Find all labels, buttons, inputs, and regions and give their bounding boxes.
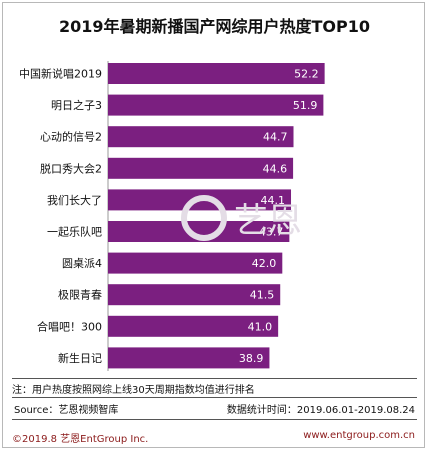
category-label: 合唱吧！300 bbox=[37, 319, 102, 333]
bar-value-label: 41.0 bbox=[248, 320, 273, 333]
chart-note: 注：用户热度按照网综上线30天周期指数均值进行排名 bbox=[12, 385, 255, 396]
chart-title: 2019年暑期新播国产网综用户热度TOP10 bbox=[58, 17, 371, 36]
website-link[interactable]: www.entgroup.com.cn bbox=[303, 430, 415, 441]
copyright-text: ©2019.8 艺恩EntGroup Inc. bbox=[12, 434, 149, 445]
category-label: 明日之子3 bbox=[51, 98, 102, 112]
bar-value-label: 44.6 bbox=[263, 162, 288, 175]
bar bbox=[108, 284, 281, 306]
category-label: 我们长大了 bbox=[47, 193, 102, 207]
bar bbox=[108, 347, 270, 369]
bar-value-label: 38.9 bbox=[239, 352, 264, 365]
bar-value-label: 44.1 bbox=[261, 194, 286, 207]
category-label: 一起乐队吧 bbox=[47, 225, 102, 239]
category-label: 脱口秀大会2 bbox=[40, 161, 102, 175]
bar bbox=[108, 94, 324, 116]
bar-value-label: 52.2 bbox=[294, 68, 319, 81]
data-period: 数据统计时间：2019.06.01-2019.08.24 bbox=[226, 405, 415, 416]
note-divider bbox=[12, 378, 417, 379]
source-divider bbox=[12, 397, 417, 398]
entgroup-watermark-logo: 艺恩 bbox=[180, 188, 302, 262]
bar bbox=[108, 221, 290, 242]
category-label: 极限青春 bbox=[58, 288, 102, 302]
bar bbox=[108, 126, 294, 148]
category-label: 中国新说唱2019 bbox=[19, 67, 102, 81]
category-label: 心动的信号2 bbox=[40, 130, 102, 144]
bar-value-label: 51.9 bbox=[293, 99, 318, 112]
svg-text:艺恩: 艺恩 bbox=[234, 201, 300, 241]
bar bbox=[108, 252, 283, 274]
category-label: 新生日记 bbox=[58, 351, 102, 365]
chart-frame bbox=[2, 2, 425, 448]
bar bbox=[108, 315, 279, 337]
bar bbox=[108, 157, 294, 179]
bar-value-label: 43.7 bbox=[259, 226, 284, 239]
bar-value-label: 42.0 bbox=[252, 257, 277, 270]
category-label: 圆桌派4 bbox=[62, 257, 102, 270]
copyright-divider bbox=[12, 419, 417, 420]
source-label: Source：艺恩视频智库 bbox=[14, 405, 119, 416]
bar-value-label: 44.7 bbox=[263, 131, 288, 144]
bar-value-label: 41.5 bbox=[250, 289, 275, 302]
bar bbox=[108, 63, 325, 84]
